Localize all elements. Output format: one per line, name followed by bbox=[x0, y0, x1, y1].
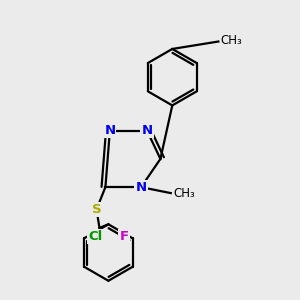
Text: S: S bbox=[92, 203, 101, 216]
Text: N: N bbox=[142, 124, 153, 137]
Text: N: N bbox=[104, 124, 116, 137]
Text: CH₃: CH₃ bbox=[221, 34, 242, 46]
Text: F: F bbox=[119, 230, 128, 243]
Text: Cl: Cl bbox=[88, 230, 102, 243]
Text: N: N bbox=[136, 181, 147, 194]
Text: CH₃: CH₃ bbox=[173, 187, 195, 200]
